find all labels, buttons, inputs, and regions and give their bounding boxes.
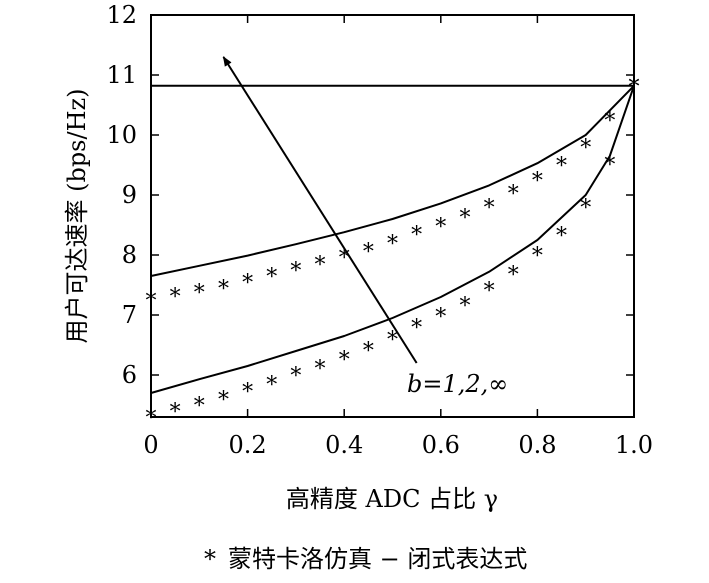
scatter-point: * bbox=[580, 196, 591, 221]
scatter-point: * bbox=[170, 400, 181, 425]
scatter-point: * bbox=[435, 305, 446, 330]
scatter-point: * bbox=[387, 232, 398, 257]
annotation-text: b=1,2,∞ bbox=[407, 370, 508, 398]
scatter-point: * bbox=[629, 75, 640, 100]
x-tick-label: 0.8 bbox=[518, 431, 556, 459]
scatter-point: * bbox=[484, 279, 495, 304]
scatter-point: * bbox=[146, 289, 157, 314]
scatter-point: * bbox=[484, 196, 495, 221]
scatter-point: * bbox=[387, 328, 398, 353]
scatter-point: * bbox=[435, 215, 446, 240]
y-tick-label: 6 bbox=[122, 361, 137, 389]
scatter-point: * bbox=[556, 224, 567, 249]
plot-frame bbox=[150, 14, 635, 418]
series-layer: * * * * * * * * * * * * * * * * * * * * * * * * * * * * * * * * * * * * * * * *… bbox=[146, 75, 640, 431]
y-tick-label: 10 bbox=[106, 121, 137, 149]
scatter-point: * bbox=[194, 394, 205, 419]
scatter-point: * bbox=[459, 294, 470, 319]
y-axis-title: 用户可达速率 (bps/Hz) bbox=[63, 88, 91, 343]
scatter-point: * bbox=[218, 277, 229, 302]
scatter-point: * bbox=[266, 373, 277, 398]
scatter-point: * bbox=[532, 244, 543, 269]
x-tick-label: 1.0 bbox=[615, 431, 653, 459]
scatter-point: * bbox=[170, 285, 181, 310]
x-tick-label: 0 bbox=[143, 431, 158, 459]
ticks-layer: 0 0.2 0.4 0.6 0.8 1.0 6 7 8 9 10 11 12 bbox=[106, 1, 653, 459]
series-line-1 bbox=[150, 85, 635, 277]
scatter-point: * bbox=[532, 169, 543, 194]
scatter-point: * bbox=[459, 206, 470, 231]
scatter-point: * bbox=[604, 153, 615, 178]
x-tick-label: 0.4 bbox=[325, 431, 363, 459]
y-tick-label: 11 bbox=[106, 61, 137, 89]
y-tick-label: 8 bbox=[122, 241, 137, 269]
scatter-point: * bbox=[146, 406, 157, 431]
y-tick-label: 12 bbox=[106, 1, 137, 29]
scatter-point: * bbox=[580, 136, 591, 161]
scatter-point: * bbox=[604, 109, 615, 134]
scatter-point: * bbox=[315, 253, 326, 278]
scatter-point: * bbox=[266, 265, 277, 290]
scatter-point: * bbox=[363, 339, 374, 364]
x-axis-title: 高精度 ADC 占比 γ bbox=[286, 485, 498, 513]
scatter-point: * bbox=[339, 348, 350, 373]
scatter-point: * bbox=[242, 271, 253, 296]
scatter-point: * bbox=[629, 75, 640, 100]
x-tick-label: 0.2 bbox=[229, 431, 267, 459]
series-line-2 bbox=[150, 85, 635, 394]
scatter-point: * bbox=[290, 364, 301, 389]
scatter-point: * bbox=[508, 263, 519, 288]
y-tick-label: 7 bbox=[122, 301, 137, 329]
annotation-arrow bbox=[222, 56, 418, 364]
scatter-point: * bbox=[218, 388, 229, 413]
scatter-point: * bbox=[411, 223, 422, 248]
legend: * 蒙特卡洛仿真 − 闭式表达式 bbox=[204, 545, 527, 573]
scatter-point: * bbox=[290, 259, 301, 284]
scatter-point: * bbox=[194, 281, 205, 306]
legend-label: 蒙特卡洛仿真 − 闭式表达式 bbox=[228, 545, 527, 573]
scatter-point: * bbox=[411, 316, 422, 341]
scatter-point: * bbox=[363, 240, 374, 265]
scatter-point: * bbox=[339, 246, 350, 271]
scatter-point: * bbox=[556, 154, 567, 179]
legend-marker: * bbox=[204, 545, 216, 573]
scatter-point: * bbox=[508, 182, 519, 207]
x-tick-label: 0.6 bbox=[422, 431, 460, 459]
scatter-point: * bbox=[242, 380, 253, 405]
scatter-point: * bbox=[315, 357, 326, 382]
y-tick-label: 9 bbox=[122, 181, 137, 209]
